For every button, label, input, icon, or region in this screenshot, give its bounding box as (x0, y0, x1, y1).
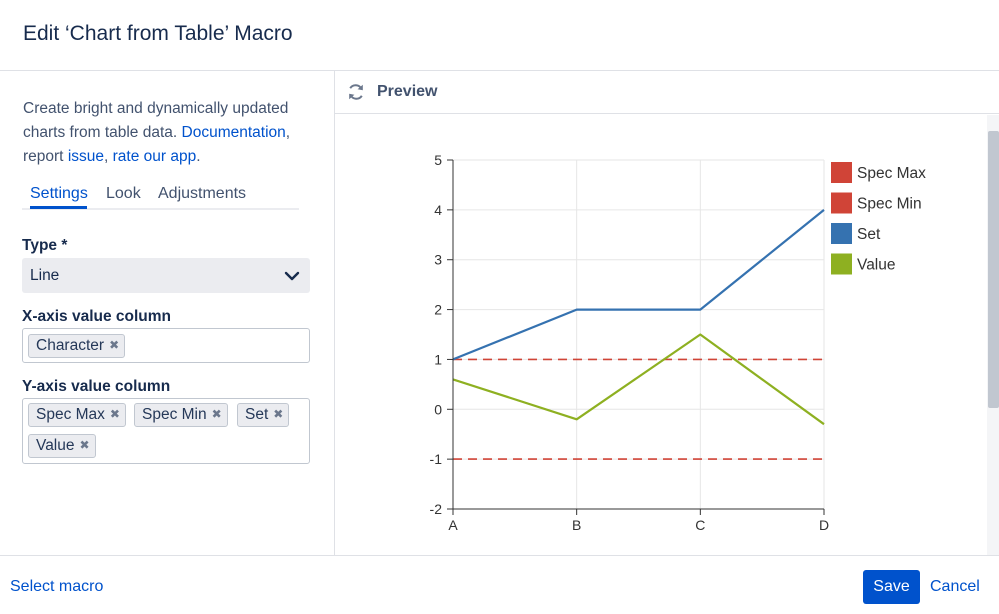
settings-panel: Create bright and dynamically updated ch… (0, 71, 334, 555)
intro-text-part: Create bright and dynamically updated ch… (23, 100, 289, 141)
legend-swatch (831, 223, 852, 244)
type-select[interactable]: Line (22, 258, 310, 293)
x-tick-label: C (695, 517, 705, 533)
series-line-value (452, 333, 825, 426)
legend-label: Spec Min (857, 196, 922, 213)
preview-label: Preview (377, 83, 438, 100)
y-axis-label: Y-axis value column (22, 378, 171, 395)
x-tick-label: A (448, 517, 458, 533)
intro-text: Create bright and dynamically updated ch… (23, 97, 313, 169)
y-axis-column-input[interactable]: Spec Max ✖ Spec Min ✖ Set ✖ Value ✖ (22, 398, 310, 464)
tag-label: Spec Min (142, 406, 207, 423)
tab-adjustments[interactable]: Adjustments (158, 185, 247, 202)
remove-tag-icon[interactable]: ✖ (211, 407, 222, 421)
tag-label: Spec Max (36, 406, 105, 423)
cancel-button[interactable]: Cancel (930, 578, 980, 595)
tab-settings[interactable]: Settings (30, 185, 88, 202)
remove-tag-icon[interactable]: ✖ (273, 407, 284, 421)
series-line-set (452, 209, 825, 361)
scrollbar-thumb[interactable] (988, 131, 999, 408)
intro-text-part: , (104, 148, 113, 165)
y-tick-label: 1 (434, 351, 442, 367)
legend-swatch (831, 253, 852, 275)
type-label: Type * (22, 237, 68, 254)
y-tick-label: 3 (434, 252, 442, 268)
remove-tag-icon[interactable]: ✖ (79, 438, 90, 452)
dialog-title: Edit ‘Chart from Table’ Macro (23, 22, 293, 45)
tab-look[interactable]: Look (106, 185, 141, 202)
x-tick-label: D (819, 517, 829, 533)
dialog-footer: Select macro Save Cancel (0, 555, 999, 614)
y-tick-label: -1 (430, 451, 443, 467)
issue-link[interactable]: issue (67, 148, 104, 165)
legend-swatch (831, 192, 852, 214)
rate-our-app-link[interactable]: rate our app (112, 148, 197, 165)
x-axis-label: X-axis value column (22, 308, 172, 325)
active-tab-indicator (30, 206, 87, 209)
chevron-down-icon (284, 271, 300, 281)
tag-label: Value (36, 437, 75, 454)
select-macro-link[interactable]: Select macro (10, 578, 104, 595)
intro-text-part: , report (23, 124, 291, 165)
y-tick-label: 0 (434, 401, 442, 417)
x-tick-label: B (572, 517, 581, 533)
line-chart: 5 4 3 2 1 0 -1 -2 A B C D Spec Max Spec Min Set Value (430, 152, 927, 533)
remove-tag-icon[interactable]: ✖ (109, 338, 120, 352)
legend-swatch (831, 162, 852, 183)
y-axis-tag: Spec Min ✖ (134, 403, 228, 427)
x-axis-column-input[interactable]: Character ✖ (22, 328, 310, 363)
y-axis-tag: Value ✖ (28, 434, 96, 458)
y-tick-label: -2 (430, 501, 443, 517)
type-select-value: Line (30, 267, 60, 284)
y-tick-label: 4 (434, 202, 442, 218)
dialog-header: Edit ‘Chart from Table’ Macro (0, 0, 999, 71)
refresh-icon[interactable] (346, 82, 366, 102)
preview-header: Preview (335, 71, 999, 114)
intro-text-part: . (196, 148, 201, 165)
preview-panel: Preview 5 4 3 2 1 0 -1 -2 A B C D Spec Max Spec Min S… (334, 71, 999, 555)
y-tick-label: 5 (434, 152, 442, 168)
remove-tag-icon[interactable]: ✖ (109, 407, 120, 421)
y-axis-tag: Set ✖ (237, 403, 290, 427)
y-tick-label: 2 (434, 302, 442, 318)
x-axis-tag: Character ✖ (28, 334, 126, 358)
y-axis-tag: Spec Max ✖ (28, 403, 126, 427)
tag-label: Character (36, 337, 105, 354)
documentation-link[interactable]: Documentation (181, 124, 286, 141)
legend-label: Set (857, 226, 881, 243)
save-button[interactable]: Save (863, 570, 920, 604)
legend-label: Spec Max (857, 165, 926, 182)
legend-label: Value (857, 257, 896, 274)
settings-tabs: Settings Look Adjustments (22, 181, 299, 210)
tag-label: Set (245, 406, 269, 423)
